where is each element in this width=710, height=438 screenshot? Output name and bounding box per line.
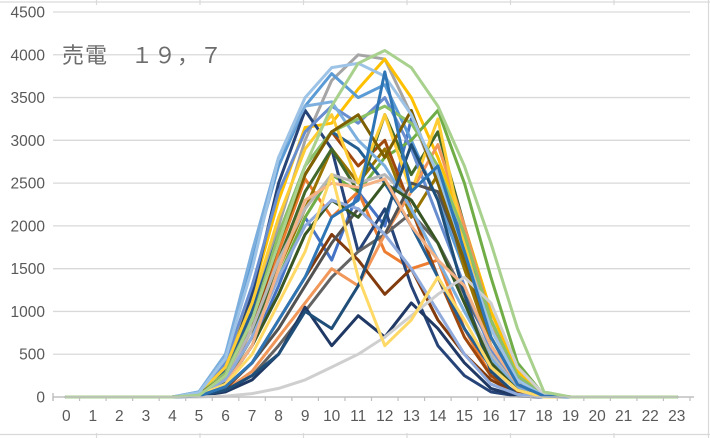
x-axis-tick-label: 9 bbox=[301, 408, 310, 425]
x-axis-tick-label: 2 bbox=[115, 408, 124, 425]
series-line-day-26[interactable] bbox=[64, 177, 679, 399]
x-axis-tick-label: 11 bbox=[350, 408, 366, 425]
x-axis-tick-label: 7 bbox=[248, 408, 257, 425]
x-axis-tick-label: 0 bbox=[62, 408, 71, 425]
x-axis-tick-label: 12 bbox=[376, 408, 393, 425]
series-line-day-24[interactable] bbox=[64, 181, 679, 399]
x-axis-tick-label: 14 bbox=[429, 408, 447, 425]
y-axis-tick-label: 4000 bbox=[11, 47, 46, 64]
x-axis-tick-label: 20 bbox=[588, 408, 606, 425]
y-axis-tick-label: 3000 bbox=[11, 133, 46, 150]
x-axis-tick-label: 18 bbox=[535, 408, 552, 425]
series-line-day-21[interactable] bbox=[64, 181, 679, 399]
y-axis-tick-label: 500 bbox=[19, 347, 45, 364]
x-axis-tick-label: 8 bbox=[274, 408, 283, 425]
series-line-day-02[interactable] bbox=[64, 177, 679, 399]
y-axis-tick-label: 0 bbox=[36, 390, 45, 407]
x-axis-tick-label: 15 bbox=[456, 408, 473, 425]
x-axis-tick-label: 19 bbox=[562, 408, 579, 425]
x-axis-tick-label: 3 bbox=[142, 408, 151, 425]
series-line-day-05[interactable] bbox=[64, 72, 679, 399]
y-axis-tick-label: 2000 bbox=[11, 218, 46, 235]
y-axis-tick-label: 1000 bbox=[11, 304, 46, 321]
x-axis-tick-label: 21 bbox=[615, 408, 632, 425]
x-axis-tick-label: 10 bbox=[323, 408, 341, 425]
x-axis-tick-label: 5 bbox=[195, 408, 204, 425]
series-line-day-08[interactable] bbox=[64, 130, 679, 399]
y-axis-tick-label: 4500 bbox=[11, 5, 46, 22]
y-axis-tick-label: 2500 bbox=[11, 176, 46, 193]
x-axis-tick-label: 1 bbox=[89, 408, 98, 425]
x-axis-tick-label: 4 bbox=[168, 408, 177, 425]
series-line-day-10[interactable] bbox=[64, 147, 679, 399]
series-line-day-09[interactable] bbox=[64, 211, 679, 399]
series-line-day-19[interactable] bbox=[64, 301, 679, 399]
series-line-day-11[interactable] bbox=[64, 130, 679, 399]
x-axis-tick-label: 23 bbox=[668, 408, 685, 425]
x-axis-tick-label: 13 bbox=[403, 408, 420, 425]
series-line-day-27[interactable] bbox=[64, 275, 679, 399]
y-axis-tick-label: 1500 bbox=[11, 261, 46, 278]
series-line-day-30[interactable] bbox=[64, 70, 679, 399]
y-axis-tick-label: 3500 bbox=[11, 90, 46, 107]
x-axis-tick-label: 22 bbox=[642, 408, 659, 425]
x-axis-tick-label: 6 bbox=[221, 408, 230, 425]
x-axis-tick-label: 17 bbox=[509, 408, 526, 425]
x-axis-tick-label: 16 bbox=[482, 408, 499, 425]
